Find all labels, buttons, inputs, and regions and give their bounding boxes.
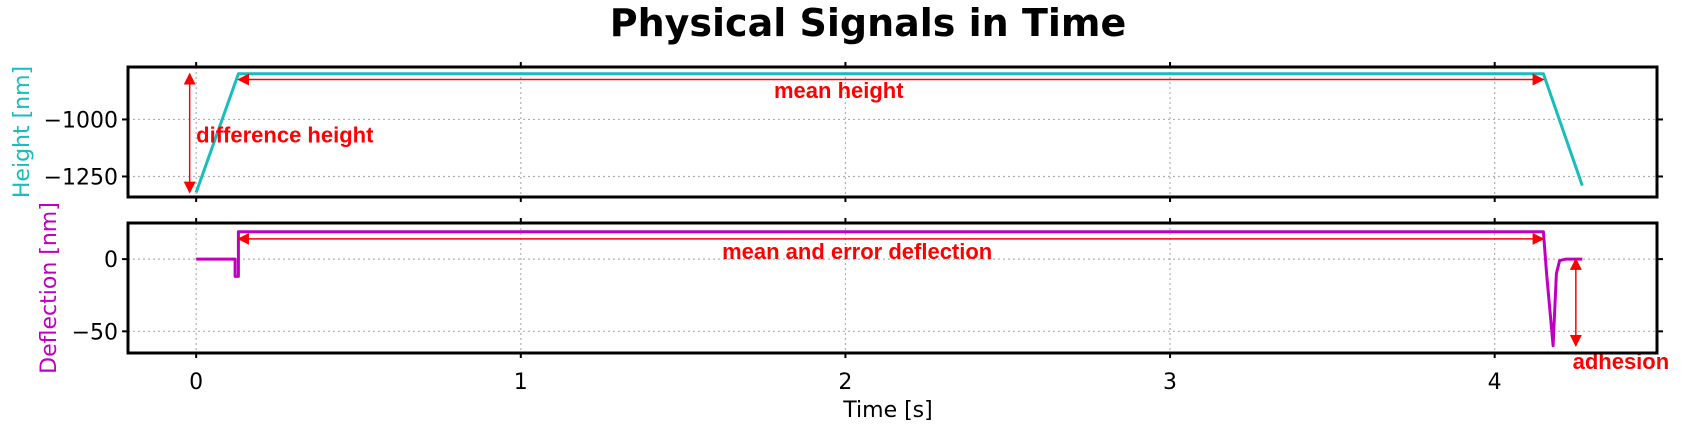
deflection-plot-frame [126,221,1659,355]
height-y-tick-label: −1250 [44,165,118,190]
x-tick-label: 2 [838,370,852,395]
x-axis-label: Time [s] [842,398,932,423]
height-y-tick-label: −1000 [44,108,118,133]
x-tick-label: 1 [514,370,528,395]
x-tick-label: 3 [1163,370,1177,395]
deflection-y-tick-label: −50 [72,320,118,345]
height-axis-label: Height [nm] [10,66,35,198]
x-tick-label: 4 [1488,370,1502,395]
x-tick-label: 0 [189,370,203,395]
deflection-y-tick-label: 0 [104,248,118,273]
height-plot-frame [126,65,1659,199]
annotation-label: mean and error deflection [722,239,992,264]
annotation-label: difference height [196,122,374,147]
deflection-series-line [196,230,1583,348]
annotation-label: mean height [774,78,904,103]
chart-title: Physical Signals in Time [610,1,1127,45]
deflection-axis-label: Deflection [nm] [37,202,62,374]
